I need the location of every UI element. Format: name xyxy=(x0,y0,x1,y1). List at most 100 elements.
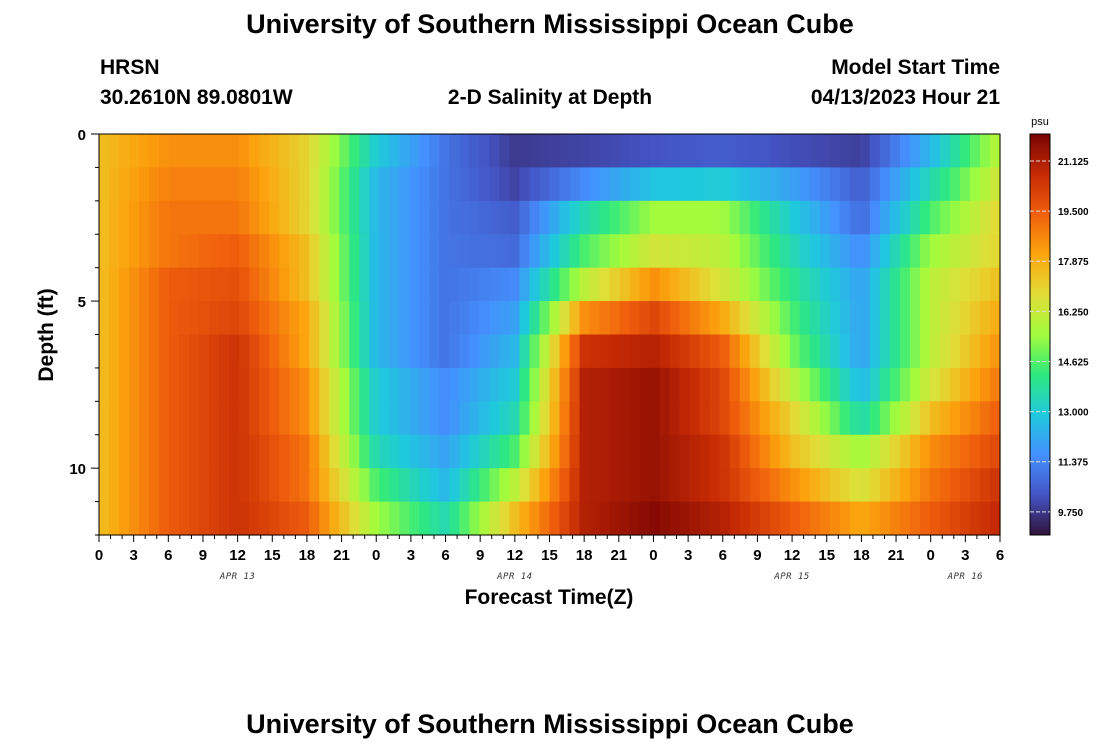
heatmap-cell xyxy=(109,367,120,402)
heatmap-cell xyxy=(309,501,320,536)
heatmap-cell xyxy=(749,367,761,402)
heatmap-cell xyxy=(469,301,481,336)
heatmap-cell xyxy=(929,468,941,503)
heatmap-cell xyxy=(339,134,350,169)
heatmap-cell xyxy=(839,468,851,503)
heatmap-cell xyxy=(639,200,651,235)
heatmap-cell xyxy=(159,301,170,336)
heatmap-cell xyxy=(149,434,160,469)
heatmap-cell xyxy=(749,301,761,336)
heatmap-cell xyxy=(979,200,991,235)
heatmap-cell xyxy=(769,434,781,469)
heatmap-cell xyxy=(489,167,501,202)
heatmap-cell xyxy=(909,301,921,336)
heatmap-cell xyxy=(149,267,160,302)
heatmap-cell xyxy=(969,468,981,503)
heatmap-cell xyxy=(369,334,380,369)
heatmap-cell xyxy=(529,234,541,269)
heatmap-cell xyxy=(419,334,430,369)
heatmap-cell xyxy=(799,367,811,402)
heatmap-cell xyxy=(599,401,611,436)
heatmap-cell xyxy=(439,167,450,202)
heatmap-cell xyxy=(989,301,1001,336)
heatmap-cell xyxy=(359,434,370,469)
heatmap-cell xyxy=(689,401,701,436)
heatmap-cell xyxy=(709,401,721,436)
heatmap-cell xyxy=(609,468,621,503)
heatmap-cell xyxy=(629,434,641,469)
heatmap-cell xyxy=(479,501,491,536)
heatmap-cell xyxy=(169,267,180,302)
heatmap-cell xyxy=(749,334,761,369)
heatmap-cell xyxy=(339,200,350,235)
heatmap-cell xyxy=(639,134,651,169)
heatmap-cell xyxy=(509,267,521,302)
heatmap-cell xyxy=(609,434,621,469)
heatmap-cell xyxy=(419,234,430,269)
heatmap-cell xyxy=(219,267,230,302)
heatmap-cell xyxy=(429,501,440,536)
heatmap-cell xyxy=(389,167,400,202)
heatmap-cell xyxy=(209,434,220,469)
heatmap-cell xyxy=(879,334,891,369)
heatmap-cell xyxy=(739,301,751,336)
heatmap-cell xyxy=(809,434,821,469)
heatmap-cell xyxy=(959,434,971,469)
heatmap-cell xyxy=(849,134,861,169)
heatmap-cell xyxy=(939,267,951,302)
heatmap-cell xyxy=(409,434,420,469)
heatmap-cell xyxy=(539,267,551,302)
heatmap-cell xyxy=(169,234,180,269)
heatmap-cell xyxy=(519,468,531,503)
heatmap-cell xyxy=(739,401,751,436)
heatmap-cell xyxy=(329,167,340,202)
heatmap-cell xyxy=(859,301,871,336)
heatmap-cell xyxy=(149,367,160,402)
heatmap-cell xyxy=(469,468,481,503)
heatmap-cell xyxy=(319,301,330,336)
heatmap-cell xyxy=(809,468,821,503)
heatmap-cell xyxy=(189,367,200,402)
heatmap-cell xyxy=(859,267,871,302)
x-tick-label: 21 xyxy=(333,547,350,564)
heatmap-cell xyxy=(579,468,591,503)
heatmap-cell xyxy=(389,468,400,503)
heatmap-cell xyxy=(549,267,561,302)
heatmap-cell xyxy=(639,267,651,302)
heatmap-cell xyxy=(659,401,671,436)
colorbar-tick-label: 19.500 xyxy=(1058,207,1089,218)
heatmap-cell xyxy=(879,234,891,269)
heatmap-cell xyxy=(579,334,591,369)
heatmap-cell xyxy=(159,167,170,202)
heatmap-cell xyxy=(699,167,711,202)
heatmap-cell xyxy=(649,200,661,235)
x-axis-title: Forecast Time(Z) xyxy=(465,586,634,609)
heatmap-cell xyxy=(269,501,280,536)
heatmap-cell xyxy=(979,234,991,269)
x-tick-label: 0 xyxy=(927,547,935,564)
heatmap-cell xyxy=(529,501,541,536)
heatmap-cell xyxy=(619,200,631,235)
heatmap-cell xyxy=(729,468,741,503)
heatmap-cell xyxy=(819,501,831,536)
heatmap-cell xyxy=(539,200,551,235)
heatmap-cell xyxy=(669,267,681,302)
heatmap-cell xyxy=(779,167,791,202)
x-tick-label: 6 xyxy=(441,547,449,564)
heatmap-cell xyxy=(269,367,280,402)
heatmap-cell xyxy=(299,501,310,536)
heatmap-cell xyxy=(469,134,481,169)
heatmap-cell xyxy=(549,434,561,469)
heatmap-cell xyxy=(749,134,761,169)
heatmap-cell xyxy=(949,267,961,302)
heatmap-cell xyxy=(129,200,140,235)
x-tick-label: 12 xyxy=(229,547,246,564)
heatmap-cell xyxy=(649,501,661,536)
heatmap-cell xyxy=(509,301,521,336)
heatmap-cell xyxy=(739,200,751,235)
heatmap-cell xyxy=(429,267,440,302)
heatmap-cell xyxy=(649,301,661,336)
heatmap-cell xyxy=(309,401,320,436)
heatmap-cell xyxy=(759,434,771,469)
heatmap-cell xyxy=(599,167,611,202)
